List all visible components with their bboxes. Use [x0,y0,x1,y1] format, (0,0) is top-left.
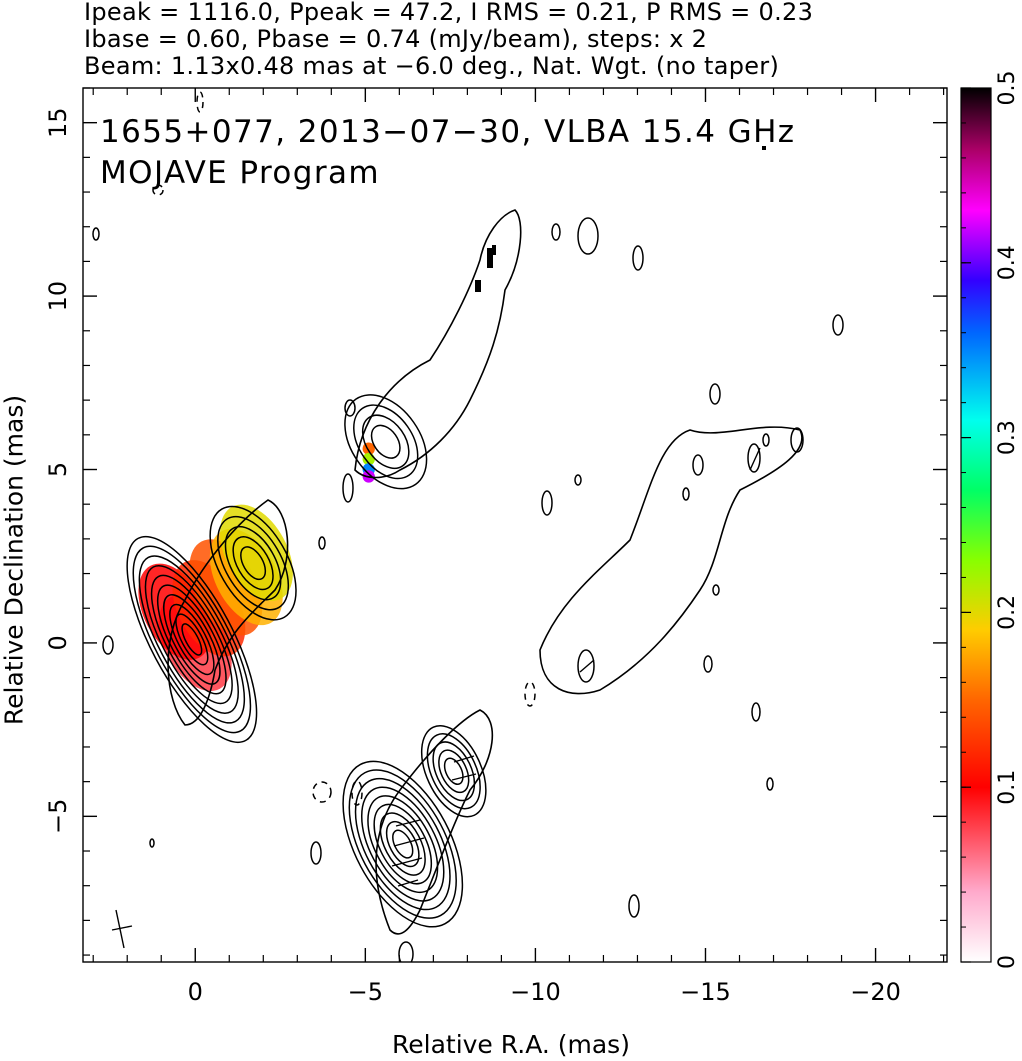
contour-level [209,505,297,621]
colorbar-tick-label: 0.3 [995,420,1020,455]
core-extended-contour [167,499,289,726]
contour-level [344,394,428,490]
colorbar-tick-label: 0.5 [995,71,1020,106]
contour-level [126,535,258,744]
polarization-color-layer [138,442,375,692]
contour-level [379,812,426,876]
colorbar-tick-label: 0 [995,955,1020,969]
contour-component-south-component [342,760,464,928]
contour-level [150,574,233,705]
extended-jet-contour [354,209,522,479]
contour-level [438,749,470,794]
colorbar-tick-label: 0.1 [995,770,1020,805]
x-tick-label: 0 [188,978,203,1006]
contour-level [232,536,274,591]
contour-level [132,545,252,734]
contour-level [342,760,464,928]
y-tick-label: 15 [44,107,72,138]
contour-component-inner-jet [209,505,297,621]
contour-component-core [126,535,258,744]
y-axis-ticks: −5 0 5 10 15 [44,87,947,956]
plot-frame [82,87,948,963]
x-tick-label: −10 [510,978,561,1006]
contour-level [169,603,215,676]
y-axis-label: Relative Declination (mas) [0,394,29,726]
header-stats-line-1: Ipeak = 1116.0, Ppeak = 47.2, I RMS = 0.… [84,0,814,26]
chart-subtitle: MOJAVE Program [100,155,381,191]
y-tick-label: 0 [44,635,72,650]
colorbar-tick-label: 0.4 [995,245,1020,280]
contour-level [420,725,487,818]
x-tick-label: −5 [348,978,383,1006]
contour-level [392,829,414,859]
colorbar-gradient [960,87,992,963]
contour-level [361,414,410,470]
x-tick-label: −15 [680,978,731,1006]
outer-jet-contour [539,426,803,695]
header-beam-line: Beam: 1.13x0.48 mas at −6.0 deg., Nat. W… [84,52,780,80]
contour-level [370,424,401,459]
evpa-ticks [111,447,761,949]
contour-level [217,515,290,611]
y-tick-label: 10 [44,281,72,312]
contour-component-south-knot [420,725,487,818]
contour-level [385,820,420,868]
contour-level [432,741,476,802]
contour-level [348,769,457,919]
contour-level [156,584,227,695]
contour-level [367,795,439,894]
contour-level [360,786,445,902]
chart-title: 1655+077, 2013−07−30, VLBA 15.4 GHz [100,114,796,150]
negative-contours [152,91,536,806]
contour-components [126,394,487,928]
contour-level [373,803,433,885]
contour-level [181,623,203,656]
contour-level [144,564,239,714]
colorbar: 0 0.1 0.2 0.3 0.4 0.5 [960,71,1020,969]
contour-level [163,594,221,685]
y-tick-label: −5 [44,799,72,834]
contour-level [354,777,451,911]
south-extended-contour [375,709,494,935]
x-tick-label: −20 [850,978,901,1006]
colorbar-ticks: 0 0.1 0.2 0.3 0.4 0.5 [961,71,1020,969]
y-tick-label: 5 [44,462,72,477]
black-pixels [475,146,766,292]
contour-level [175,613,209,666]
plot-area: 0 −5 −10 −15 −20 −5 0 5 10 15 [44,87,948,1006]
contour-component-jet-knot [344,394,428,490]
contour-layer [167,209,803,935]
small-contour-islands [92,217,844,962]
contour-level [353,404,419,480]
x-axis-label: Relative R.A. (mas) [392,1030,630,1059]
x-axis-ticks: 0 −5 −10 −15 −20 [92,88,945,1006]
colorbar-tick-label: 0.2 [995,595,1020,630]
contour-level [426,733,481,810]
contour-level [240,546,267,581]
contour-level [443,757,464,785]
header-stats-line-2: Ibase = 0.60, Pbase = 0.74 (mJy/beam), s… [84,25,708,53]
contour-level [224,525,282,601]
contour-level [138,555,246,724]
